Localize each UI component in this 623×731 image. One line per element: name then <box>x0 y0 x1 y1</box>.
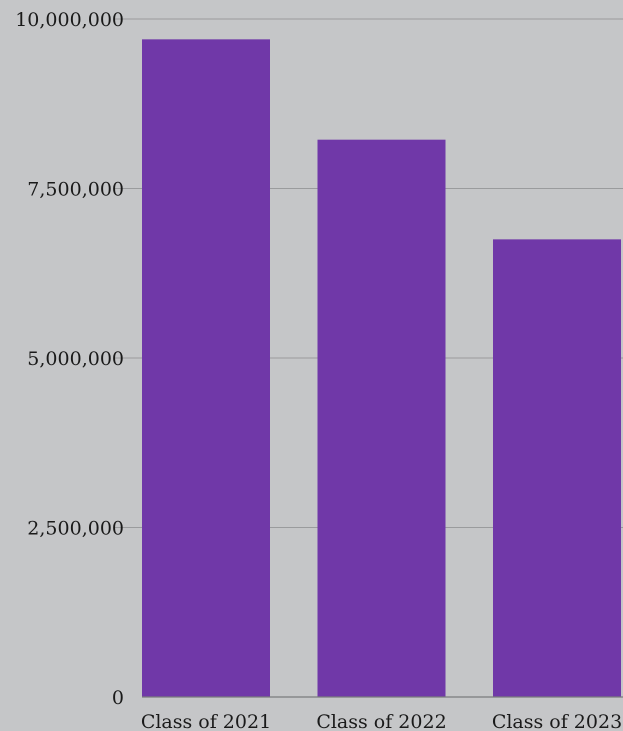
bar-3 <box>493 239 621 697</box>
x-category-label: Class of 2023 <box>492 711 622 731</box>
bar-1 <box>142 39 270 697</box>
x-category-label: Class of 2022 <box>316 711 446 731</box>
x-axis-category-labels: Class of 2021 Class of 2022 Class of 2023 <box>141 711 622 731</box>
bars <box>142 39 621 697</box>
y-tick-label: 10,000,000 <box>15 9 124 31</box>
bar-2 <box>317 139 446 697</box>
y-tick-label: 5,000,000 <box>27 348 124 370</box>
y-tick-label: 7,500,000 <box>27 179 124 201</box>
y-tick-label: 2,500,000 <box>27 518 124 540</box>
x-category-label: Class of 2021 <box>141 711 271 731</box>
y-tick-label: 0 <box>112 687 124 709</box>
y-axis-tick-labels: 0 2,500,000 5,000,000 7,500,000 10,000,000 <box>15 9 124 709</box>
